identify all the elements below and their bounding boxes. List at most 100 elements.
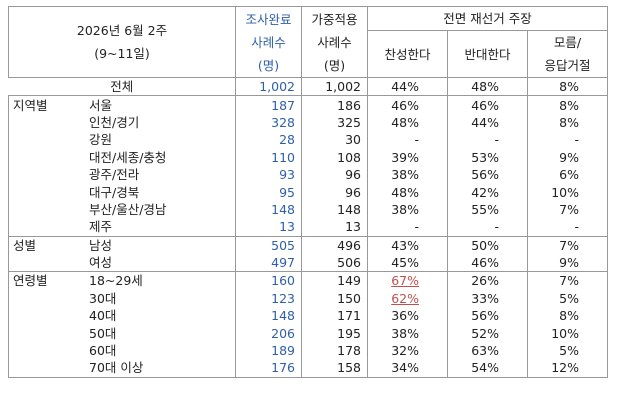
row-label: 인천/경기 (83, 113, 236, 132)
weighted-line: 사례수 (317, 34, 352, 50)
disagree: 33% (447, 289, 528, 308)
answer-header: 반대한다 (447, 30, 528, 78)
agree: 39% (367, 148, 448, 166)
row-label: 광주/전라 (83, 165, 236, 184)
disagree: 53% (447, 148, 528, 166)
weighted-count: 496 (301, 235, 368, 254)
weighted-count: 148 (301, 200, 368, 219)
weighted-count: 96 (301, 165, 368, 184)
completed-count: 189 (235, 341, 302, 360)
data-row: 광주/전라 93 96 38% 56% 6% (8, 165, 608, 184)
data-row: 인천/경기 328 325 48% 44% 8% (8, 113, 608, 132)
data-row: 40대 148 171 36% 56% 8% (8, 307, 608, 325)
no-answer: 8% (527, 113, 608, 132)
row-label: 40대 (83, 307, 236, 325)
agree: 48% (367, 113, 448, 132)
completed-count: 123 (235, 289, 302, 308)
group-label (8, 289, 83, 308)
data-row: 부산/울산/경남 148 148 38% 55% 7% (8, 200, 608, 219)
data-row: 제주 13 13- - - (8, 218, 608, 237)
period-line: 2026년 6월 2주 (76, 23, 168, 38)
data-row: 50대 206 195 38% 52% 10% (8, 324, 608, 342)
agree: 38% (367, 200, 448, 219)
disagree: 56% (447, 165, 528, 184)
completed-count: 110 (235, 148, 302, 166)
group-label (8, 359, 83, 378)
row-label: 50대 (83, 324, 236, 342)
group-label (8, 341, 83, 360)
disagree: 46% (447, 95, 528, 114)
data-row: 지역별 서울 187 186 46% 46% 8% (8, 95, 608, 114)
no-answer: 8% (527, 95, 608, 114)
group-label: 성별 (8, 235, 83, 254)
completed-count: 497 (235, 253, 302, 272)
group-label (8, 307, 83, 325)
disagree: - (447, 131, 528, 149)
agree: 46% (367, 95, 448, 114)
completed-count: 148 (235, 307, 302, 325)
data-row: 성별 남성 505 496 43% 50% 7% (8, 235, 608, 254)
agree: 48% (367, 183, 448, 201)
weighted-count: 150 (301, 289, 368, 308)
weighted-count: 178 (301, 341, 368, 360)
weighted-count: 506 (301, 253, 368, 272)
no-answer: 8% (527, 76, 608, 97)
completed-count: 160 (235, 271, 302, 290)
disagree: 48% (447, 76, 528, 97)
row-label: 30대 (83, 289, 236, 308)
answer-line: 모름/ (553, 35, 582, 50)
highlighted-value: 67% (391, 273, 419, 289)
no-answer: 5% (527, 341, 608, 360)
no-answer: 7% (527, 271, 608, 290)
data-row: 70대 이상 176 158 34% 54% 12% (8, 359, 608, 378)
row-label: 부산/울산/경남 (83, 200, 236, 219)
question-header: 전면 재선거 주장 (367, 6, 608, 31)
data-row: 60대 189 178 32% 63% 5% (8, 341, 608, 360)
completed-count: 148 (235, 200, 302, 219)
agree: 44% (367, 76, 448, 97)
weighted-line: 가중적용 (311, 11, 358, 27)
group-label (8, 113, 83, 132)
agree: 32% (367, 341, 448, 360)
no-answer: 5% (527, 289, 608, 308)
row-label: 여성 (83, 253, 236, 272)
data-row: 강원 28 30- - - (8, 131, 608, 149)
answer-line: 찬성한다 (384, 46, 431, 62)
answer-header: 모름/응답거절 (527, 30, 608, 78)
agree: - (367, 218, 448, 237)
agree: - (367, 131, 448, 149)
data-row: 여성 497 506 45% 46% 9% (8, 253, 608, 272)
weighted-count: 158 (301, 359, 368, 378)
period-line: (9~11일) (94, 46, 150, 61)
row-label: 전체 (8, 76, 236, 97)
no-answer: 10% (527, 183, 608, 201)
row-label: 60대 (83, 341, 236, 360)
disagree: 44% (447, 113, 528, 132)
weighted-count: 171 (301, 307, 368, 325)
row-label: 18~29세 (83, 271, 236, 290)
agree: 38% (367, 324, 448, 342)
weighted-count: 149 (301, 271, 368, 290)
weighted-header: 가중적용 사례수 (명) (301, 6, 368, 78)
data-row: 연령별 18~29세 160 149 67% 26% 7% (8, 271, 608, 290)
period-header: 2026년 6월 2주 (9~11일) (8, 6, 236, 78)
disagree: 46% (447, 253, 528, 272)
agree: 67% (367, 271, 448, 290)
completed-count: 93 (235, 165, 302, 184)
weighted-count: 1,002 (301, 76, 368, 97)
row-label: 대전/세종/충청 (83, 148, 236, 166)
completed-count: 328 (235, 113, 302, 132)
weighted-count: 108 (301, 148, 368, 166)
disagree: 54% (447, 359, 528, 378)
row-label: 제주 (83, 218, 236, 237)
data-row: 대구/경북 95 96 48% 42% 10% (8, 183, 608, 201)
disagree: 56% (447, 307, 528, 325)
group-label (8, 253, 83, 272)
completed-count: 505 (235, 235, 302, 254)
completed-header: 조사완료 사례수 (명) (235, 6, 302, 78)
group-label (8, 183, 83, 201)
agree: 34% (367, 359, 448, 378)
completed-count: 95 (235, 183, 302, 201)
results-table: 2026년 6월 2주 (9~11일) 조사완료 사례수 (명) 가중적용 사례수 (명)… (8, 6, 608, 378)
answer-line: 응답거절 (544, 58, 591, 73)
